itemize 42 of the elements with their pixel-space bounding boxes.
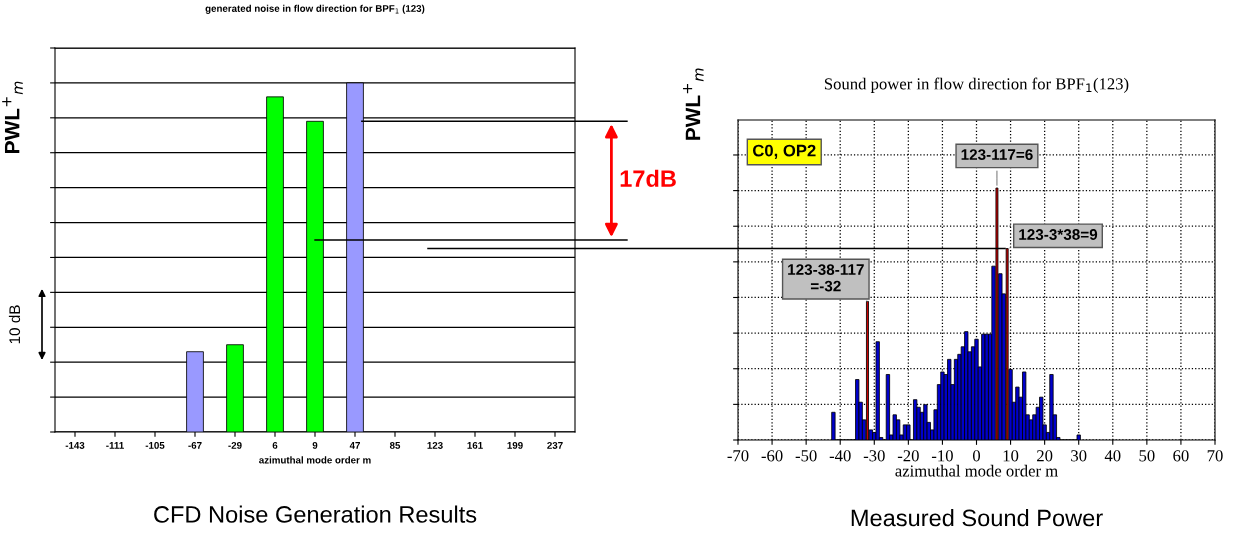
x-tick-label: 50	[1139, 450, 1155, 462]
x-tick-label: -30	[863, 450, 885, 462]
x-tick-label: 70	[1207, 450, 1223, 462]
text: 10 dB	[8, 305, 21, 344]
x-tick-label: -111	[106, 442, 124, 449]
text: 17dB	[620, 169, 676, 187]
text: CFD Noise Generation Results	[154, 505, 477, 523]
x-tick-label: 47	[349, 442, 360, 449]
x-tick-label: -143	[65, 441, 85, 449]
x-tick-label: 10	[1003, 450, 1019, 462]
x-axis-title: azimuthal mode order m	[259, 456, 371, 464]
text: C0, OP2	[752, 144, 816, 159]
x-tick-label: 20	[1037, 450, 1053, 462]
x-tick-label: 60	[1173, 450, 1189, 462]
x-tick-label: 123	[427, 441, 443, 449]
x-tick-label: -60	[761, 450, 783, 462]
x-axis-title: azimuthal mode order m	[895, 464, 1058, 477]
x-tick-label: 85	[389, 441, 401, 449]
x-tick-label: 9	[312, 441, 318, 449]
chart-title: generated noise in flow direction for BPF$_{1}$ (123)	[205, 4, 425, 14]
y-axis-title: PWL$^{+}$$_{m}$	[683, 68, 704, 140]
x-tick-label: 199	[507, 441, 523, 449]
x-tick-label: -105	[145, 441, 165, 449]
x-tick-label: 30	[1071, 450, 1087, 462]
x-tick-label: 6	[272, 441, 278, 449]
x-tick-label: -50	[795, 450, 817, 462]
x-tick-label: -20	[897, 450, 919, 462]
x-tick-label: -67	[188, 441, 202, 449]
annotation: 123-3*38=9	[1019, 229, 1098, 240]
x-tick-label: -29	[228, 441, 242, 449]
x-tick-label: 237	[547, 441, 563, 449]
x-tick-label: -40	[829, 450, 851, 462]
x-tick-label: -10	[931, 450, 953, 462]
text: Measured Sound Power	[851, 508, 1103, 527]
x-tick-label: 0	[972, 450, 981, 462]
y-axis-title: PWL$^{+}$$_{m}$	[2, 81, 23, 153]
x-tick-label: 161	[467, 441, 483, 449]
x-tick-label: 40	[1104, 450, 1121, 462]
x-tick-label: -70	[727, 450, 749, 462]
annotation: 123-38-117 =-32	[788, 264, 864, 292]
annotation: 123-117=6	[961, 149, 1033, 161]
chart-title: Sound power in flow direction for BPF$_{1}$(123)	[824, 77, 1129, 93]
